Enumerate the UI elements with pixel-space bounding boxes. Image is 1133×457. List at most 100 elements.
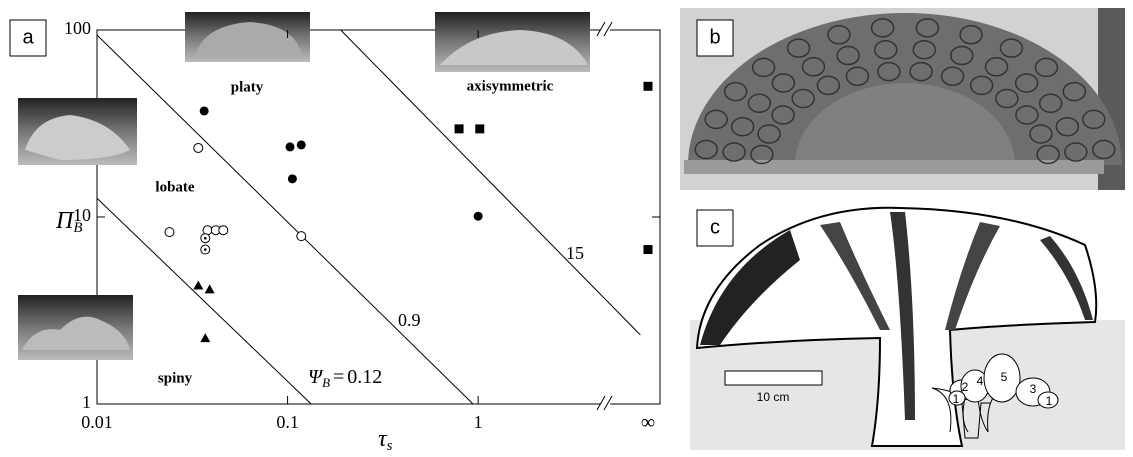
panel-label-box [696,19,734,57]
zone-label: 4 [977,374,984,388]
photo-spiny [18,295,133,360]
zone-label: 1 [953,392,960,406]
marker [454,124,464,134]
cell [915,18,940,38]
cell [757,124,781,144]
marker [643,81,653,91]
cell [995,88,1019,109]
marker [218,225,229,236]
cell [750,144,774,165]
y-tick-label: 1 [82,392,91,412]
y-tick-label: 10 [73,205,91,225]
cell [791,88,815,109]
y-label-symbol: Π [55,208,75,234]
plot-frame [96,29,661,405]
cell [940,66,965,87]
zone-label: 5 [1001,370,1008,384]
cell [1062,81,1087,102]
zone-label: 2 [962,380,969,394]
cell [704,109,728,130]
marker [643,245,653,255]
x-label-subscript: s [387,438,393,454]
marker [473,211,483,221]
x-tick-label: 0.1 [276,412,299,432]
x-tick-label: 0.01 [81,412,113,432]
line-label: 0.9 [398,310,421,330]
cell [1038,93,1063,114]
y-axis-label: ΠB [55,208,83,237]
cell [801,57,826,77]
cell [870,18,895,38]
marker [287,174,297,184]
scale-label: 10 cm [757,390,790,404]
x-label-symbol: τ [378,426,388,452]
region-label: lobate [155,179,195,195]
cell [877,61,901,82]
psi-value: 0.12 [347,366,382,388]
cell [969,75,994,96]
cell [751,57,776,78]
cell [730,116,755,137]
cell [873,39,898,60]
panel-label-box [696,209,734,247]
cell [816,75,841,96]
x-axis-label: τs [378,426,393,455]
cell [999,38,1024,58]
cell [950,45,974,66]
line-label: ΨB = 0.12 [308,366,382,390]
psi-symbol: Ψ [308,366,324,388]
panel-label: a [22,26,34,48]
photo-lobate [18,98,137,165]
cell [836,45,860,66]
panel-label-box [9,19,47,57]
panel-label: c [710,216,720,238]
marker-dot [203,248,207,251]
psi-line [96,197,312,405]
cell [1034,57,1059,78]
photo-platy [185,12,310,62]
cell [1036,144,1060,165]
line-label: 15 [566,243,584,263]
panel-label: b [709,26,720,48]
cell [845,66,870,87]
marker [475,124,485,134]
panel-c-photo [690,206,1125,450]
cell [959,24,983,45]
cell [984,57,1009,77]
region-label: spiny [158,370,193,386]
marker [285,142,295,152]
cell [771,73,796,93]
psi-equals: = [333,366,344,388]
marker [193,142,204,153]
psi-subscript: B [322,375,330,390]
cell [1029,124,1053,144]
cell [912,39,937,60]
cell [1055,116,1080,137]
x-infinity-label: ∞ [641,412,655,434]
cell [723,81,748,102]
marker [164,227,175,238]
marker [296,231,307,242]
y-tick-label: 100 [64,18,91,38]
cell [694,139,719,160]
cell [747,93,772,114]
cell [827,24,851,45]
psi-line [96,34,474,405]
panel-b-photo [680,8,1125,190]
cell [1064,142,1088,162]
cell [1091,139,1116,160]
cell [786,38,811,58]
cell [722,142,746,162]
cell [1082,109,1106,130]
cell [909,61,933,82]
zone-label: 3 [1030,382,1037,396]
region-label: platy [231,79,264,95]
marker [199,106,209,116]
psi-line [340,29,641,336]
x-tick-label: 1 [474,412,483,432]
marker-dot [203,236,207,240]
cell [1014,73,1039,93]
region-label: axisymmetric [467,78,554,94]
cell [771,105,795,125]
